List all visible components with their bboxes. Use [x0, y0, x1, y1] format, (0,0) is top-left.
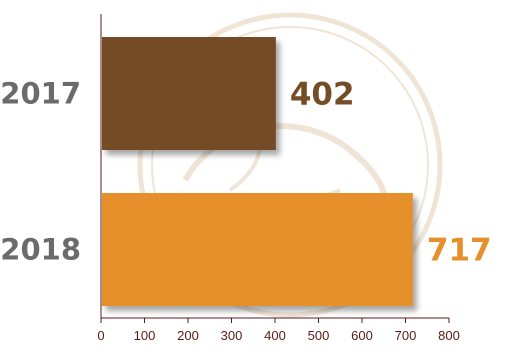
- x-tick-label-600: 600: [351, 328, 373, 343]
- bars: [102, 37, 413, 306]
- value-labels: 402 717: [290, 77, 492, 269]
- category-labels: 2017 2018: [0, 77, 81, 267]
- bar-2017: [102, 37, 276, 150]
- x-tick-label-800: 800: [438, 328, 460, 343]
- x-tick-label-100: 100: [134, 328, 156, 343]
- value-label-2017: 402: [290, 77, 355, 113]
- x-tick-label-500: 500: [308, 328, 330, 343]
- x-axis-ticks: 0 100 200 300 400 500 600 700 800: [97, 318, 460, 343]
- x-tick-label-300: 300: [221, 328, 243, 343]
- category-label-2017: 2017: [0, 77, 81, 111]
- value-label-2018: 717: [427, 233, 492, 269]
- x-tick-label-700: 700: [395, 328, 417, 343]
- x-tick-label-0: 0: [97, 328, 104, 343]
- x-tick-label-200: 200: [177, 328, 199, 343]
- category-label-2018: 2018: [0, 233, 81, 267]
- x-tick-label-400: 400: [264, 328, 286, 343]
- bar-2018: [102, 193, 413, 306]
